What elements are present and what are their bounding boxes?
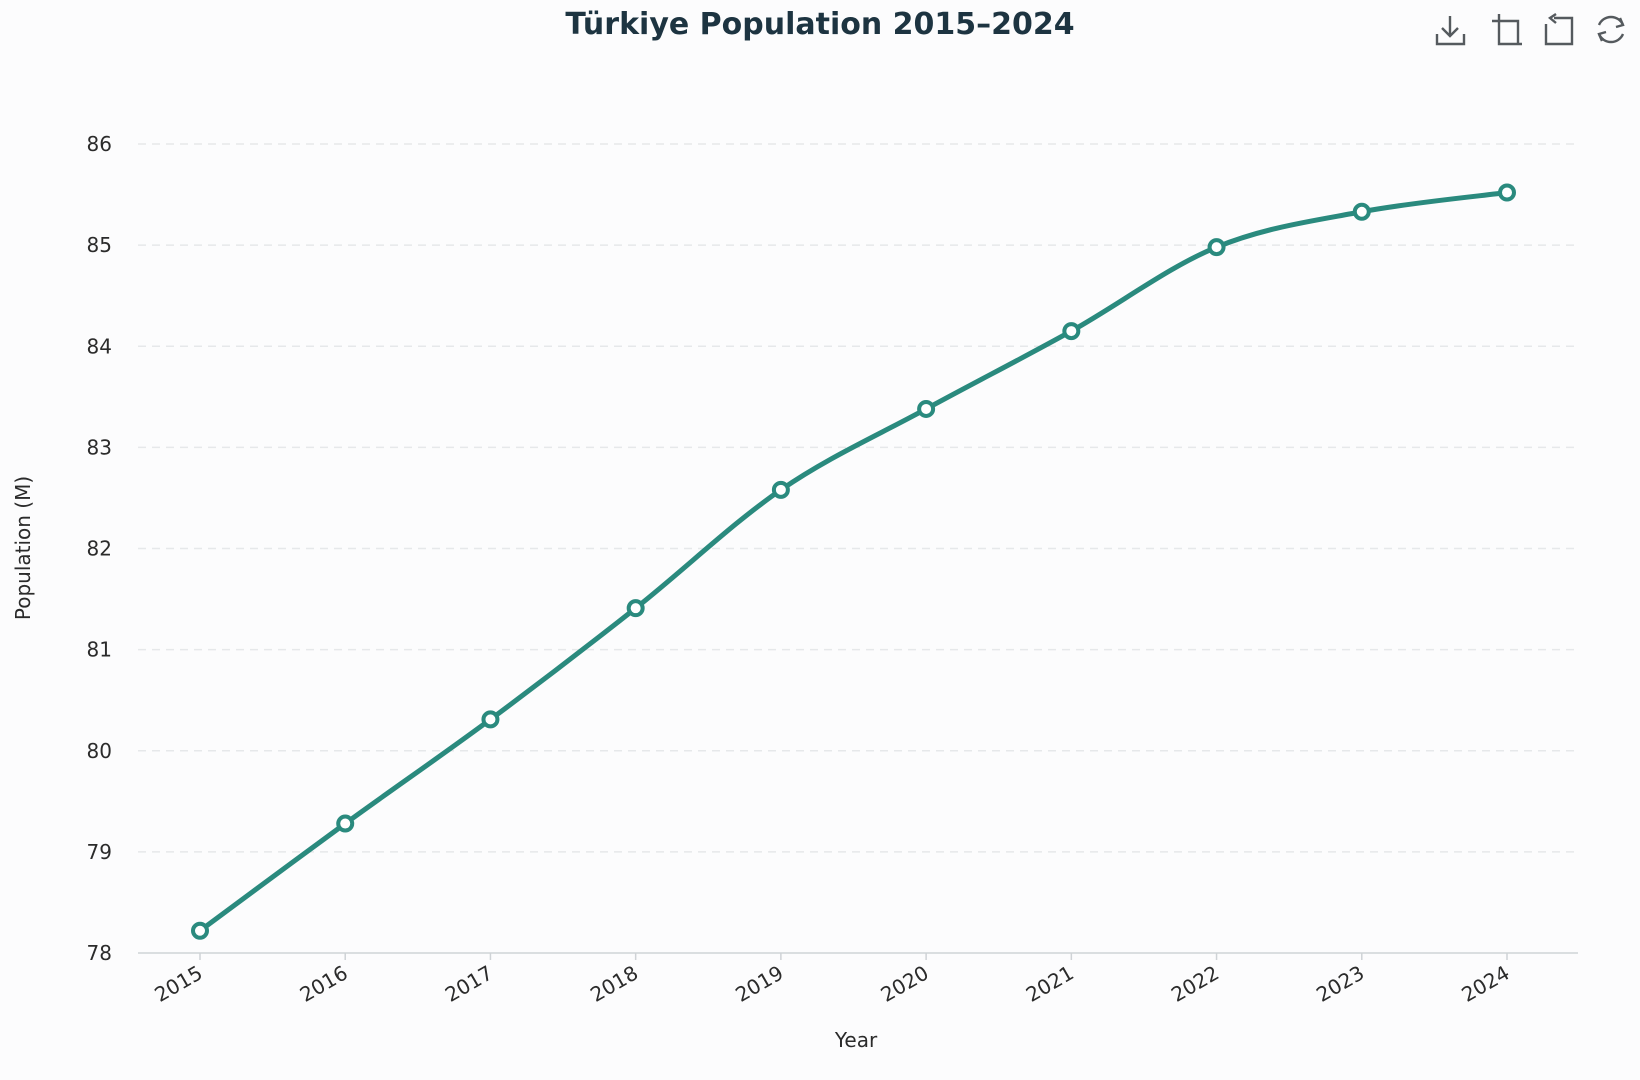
x-tick-label: 2017	[441, 961, 497, 1007]
x-tick-label: 2020	[877, 961, 933, 1007]
x-tick-label: 2016	[296, 961, 352, 1007]
toolbox	[1435, 13, 1625, 46]
y-axis-label: Population (M)	[11, 476, 35, 620]
x-axis-label: Year	[834, 1028, 878, 1052]
x-tick-label: 2019	[731, 961, 787, 1007]
data-point[interactable]	[1352, 202, 1371, 221]
data-point[interactable]	[626, 599, 645, 618]
x-tick-label: 2023	[1312, 961, 1368, 1007]
y-tick-label: 84	[87, 334, 112, 358]
y-tick-label: 83	[87, 435, 112, 459]
x-tick-label: 2015	[150, 961, 206, 1007]
grid-lines	[138, 143, 1578, 853]
data-point[interactable]	[1062, 322, 1081, 341]
x-tick-label: 2024	[1457, 961, 1513, 1007]
series-line	[197, 190, 1510, 934]
x-tick-label: 2022	[1167, 961, 1223, 1007]
x-axis: 2015 2016 2017 2018 2019 2020 2021 2022 2023 2024	[150, 953, 1514, 1007]
y-tick-label: 79	[87, 840, 112, 864]
data-point[interactable]	[917, 399, 936, 418]
y-tick-label: 85	[87, 233, 112, 257]
data-point[interactable]	[336, 814, 355, 833]
zoom-reset-icon[interactable]	[1544, 13, 1574, 46]
y-axis: 78 79 80 81 82 83 84 85 86	[87, 132, 112, 965]
data-point[interactable]	[481, 710, 500, 729]
data-point[interactable]	[1207, 238, 1226, 257]
x-tick-label: 2021	[1022, 961, 1078, 1007]
data-point[interactable]	[1498, 183, 1516, 202]
y-tick-label: 81	[87, 638, 112, 662]
restore-icon[interactable]	[1597, 15, 1625, 44]
data-point[interactable]	[771, 480, 790, 499]
y-tick-label: 78	[87, 941, 112, 965]
data-points	[191, 183, 1516, 940]
y-tick-label: 80	[87, 739, 112, 763]
y-tick-label: 82	[87, 537, 112, 561]
y-tick-label: 86	[87, 132, 112, 156]
chart-title: Türkiye Population 2015–2024	[565, 7, 1074, 42]
zoom-icon[interactable]	[1492, 14, 1522, 46]
data-point[interactable]	[191, 921, 209, 940]
x-tick-label: 2018	[586, 961, 642, 1007]
download-icon[interactable]	[1435, 16, 1466, 46]
